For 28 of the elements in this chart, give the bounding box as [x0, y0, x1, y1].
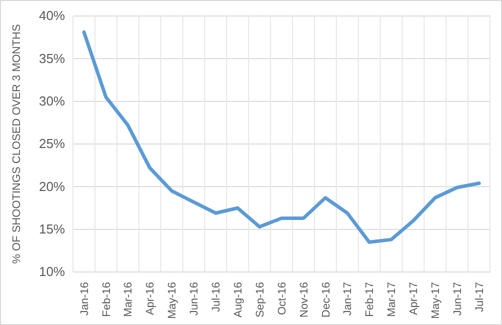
x-tick-label: Jan-17 — [342, 282, 354, 316]
x-tick-label: Jul-17 — [474, 282, 486, 312]
x-tick-label: Apr-17 — [408, 282, 420, 316]
x-tick-label: Apr-16 — [144, 282, 157, 316]
y-tick-label: 25% — [38, 136, 66, 152]
x-tick-label: May-16 — [166, 282, 179, 319]
x-tick-label: Nov-16 — [298, 282, 310, 318]
x-tick-label: Mar-17 — [386, 282, 398, 317]
y-tick-label: 40% — [38, 8, 66, 24]
x-tick-label: Jan-16 — [78, 282, 91, 316]
x-tick-label: Sep-16 — [254, 282, 266, 318]
x-tick-label: Mar-16 — [122, 282, 135, 317]
y-tick-label: 20% — [38, 178, 66, 194]
x-tick-label: Aug-16 — [232, 282, 244, 318]
y-tick-label: 30% — [38, 93, 66, 108]
x-tick-label: Dec-16 — [320, 282, 332, 318]
x-tick-label: Jun-16 — [188, 282, 201, 316]
line-series — [82, 30, 481, 244]
x-tick-label: May-17 — [430, 282, 442, 319]
x-tick-label: Feb-17 — [364, 282, 376, 317]
y-tick-label: 10% — [38, 264, 66, 280]
x-tick-label: Jul-16 — [210, 282, 223, 312]
y-tick-label: 15% — [38, 221, 66, 236]
x-tick-label: Jun-17 — [452, 282, 464, 316]
y-tick-label: 35% — [38, 50, 66, 66]
y-axis-title: % OF SHOOTINGS CLOSED OVER 3 MONTHS — [10, 24, 23, 264]
x-tick-label: Feb-16 — [100, 282, 113, 317]
x-tick-label: Oct-16 — [276, 282, 288, 316]
